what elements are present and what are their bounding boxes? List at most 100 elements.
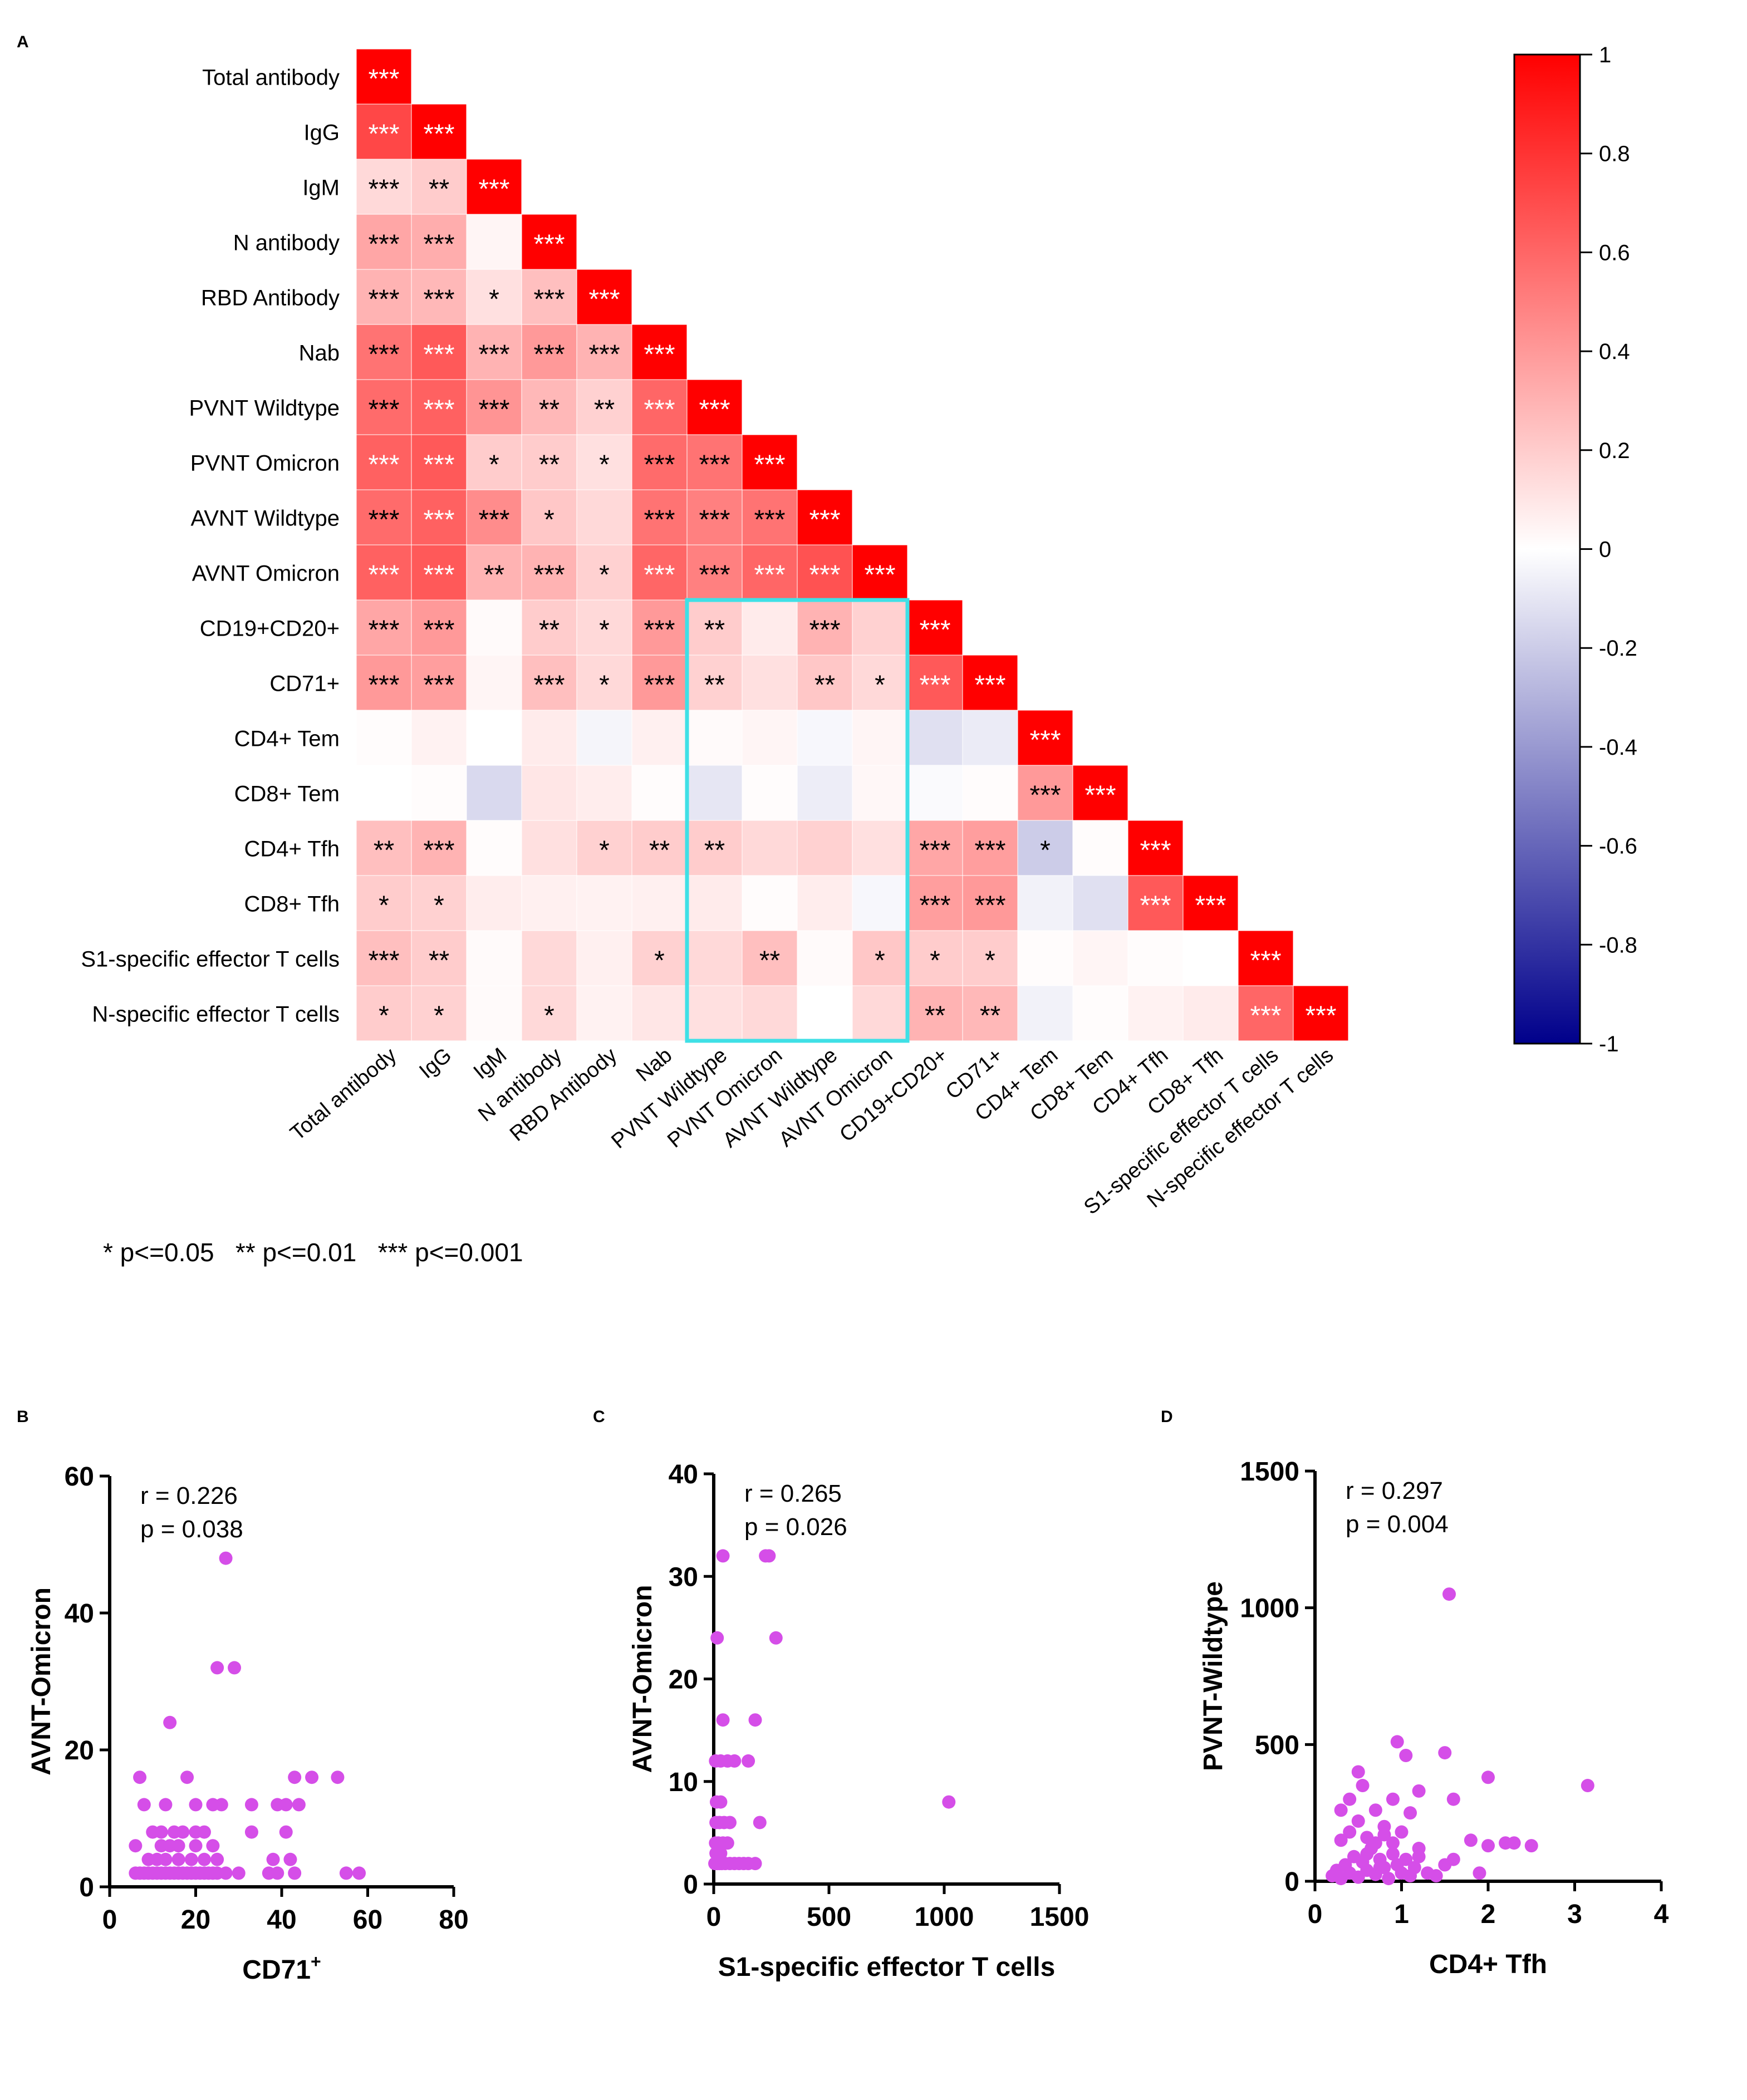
x-tick-label: 1500 <box>1030 1902 1090 1932</box>
heatmap-cell <box>742 599 798 656</box>
heatmap-cell <box>907 765 963 821</box>
scatter-point <box>154 1825 168 1839</box>
scatter-point <box>1407 1861 1421 1875</box>
heatmap-star-label: *** <box>478 505 509 535</box>
heatmap-star-label: * <box>544 505 554 535</box>
heatmap-cell <box>411 655 467 711</box>
scatter-point <box>1481 1771 1495 1784</box>
heatmap-cell <box>521 324 577 380</box>
heatmap-star-label: *** <box>644 505 675 535</box>
heatmap-cell <box>576 269 632 325</box>
x-tick-label: 0 <box>1308 1900 1323 1929</box>
x-axis-label-superscript: + <box>311 1951 321 1971</box>
scatter-point <box>728 1754 742 1768</box>
heatmap-cell <box>521 214 577 270</box>
heatmap-star-label: *** <box>368 450 399 480</box>
y-tick-label: 60 <box>65 1462 94 1492</box>
heatmap-star-label: *** <box>754 450 785 480</box>
y-tick-label: 1500 <box>1240 1457 1299 1487</box>
heatmap-cell <box>411 104 467 160</box>
heatmap-star-label: ** <box>374 836 394 865</box>
heatmap-star-label: *** <box>533 671 565 700</box>
heatmap-cell <box>356 104 412 160</box>
scatter-point <box>1368 1803 1382 1817</box>
heatmap-star-label: *** <box>478 395 509 425</box>
heatmap-cell <box>1017 765 1073 821</box>
heatmap-star-label: *** <box>588 340 620 370</box>
heatmap-row-label-n-specific-effector-t-cells: N-specific effector T cells <box>92 1002 340 1027</box>
heatmap-cell <box>521 379 577 435</box>
heatmap-cell <box>852 930 908 986</box>
heatmap-star-label: *** <box>809 616 840 645</box>
heatmap-star-label: * <box>599 671 610 700</box>
scatter-point <box>244 1825 258 1839</box>
heatmap-star-label: ** <box>814 671 835 700</box>
heatmap-cell <box>411 489 467 545</box>
x-tick-label: 4 <box>1654 1900 1669 1929</box>
heatmap-star-label: *** <box>1250 1001 1281 1031</box>
scatter-point <box>352 1866 366 1880</box>
heatmap-star-label: *** <box>368 120 399 149</box>
scatter-point <box>206 1839 220 1853</box>
heatmap-cell <box>411 434 467 490</box>
heatmap-star-label: *** <box>368 340 399 370</box>
heatmap-cell <box>907 710 963 766</box>
scatter-point <box>244 1798 258 1812</box>
scatter-point <box>1395 1825 1409 1839</box>
heatmap-star-label: *** <box>533 340 565 370</box>
scatter-point <box>1412 1784 1426 1798</box>
scatter-point <box>1446 1852 1460 1866</box>
colorbar-tick-label: 0 <box>1599 538 1611 562</box>
scatter-point <box>279 1798 293 1812</box>
scatter-point <box>748 1857 762 1871</box>
heatmap-cell <box>356 324 412 380</box>
heatmap-cell <box>576 985 632 1041</box>
scatter-point <box>1429 1869 1443 1883</box>
y-tick-label: 40 <box>65 1599 94 1629</box>
scatter-point <box>210 1661 224 1675</box>
heatmap-cell <box>1127 820 1184 876</box>
y-tick-label: 40 <box>669 1460 698 1489</box>
heatmap-cell <box>852 544 908 601</box>
colorbar-tick-label: 0.2 <box>1599 439 1630 463</box>
scatter-point <box>1360 1847 1374 1861</box>
heatmap-star-label: ** <box>594 395 615 425</box>
heatmap-cell <box>852 765 908 821</box>
heatmap-cell <box>686 930 743 986</box>
heatmap-cell <box>797 710 853 766</box>
heatmap-star-label: *** <box>754 505 785 535</box>
scatter-point <box>942 1795 956 1809</box>
heatmap-row-label-rbd-antibody: RBD Antibody <box>201 286 340 311</box>
heatmap-cell <box>631 765 688 821</box>
scatter-point <box>171 1839 185 1853</box>
heatmap-cell <box>686 985 743 1041</box>
heatmap-cell <box>411 269 467 325</box>
x-tick-label: 2 <box>1481 1900 1496 1929</box>
heatmap-star-label: ** <box>484 560 504 590</box>
heatmap-cell <box>631 710 688 766</box>
annotation-p: p = 0.026 <box>744 1513 847 1541</box>
heatmap-cell <box>962 655 1018 711</box>
heatmap-cell <box>797 489 853 545</box>
heatmap-star-label: *** <box>699 450 730 480</box>
y-axis-label: AVNT-Omicron <box>27 1587 56 1776</box>
heatmap-cell <box>466 269 522 325</box>
heatmap-significance-stars: ****** ****** ** ****** *** ****** *** * *** ****… <box>368 65 1336 1031</box>
heatmap-row-label-avnt-omicron: AVNT Omicron <box>192 562 340 586</box>
heatmap-cell <box>521 599 577 656</box>
heatmap-cell <box>797 820 853 876</box>
scatter-point <box>288 1771 302 1784</box>
heatmap-row-label-pvnt-omicron: PVNT Omicron <box>190 451 340 476</box>
significance-legend: * p<=0.05 ** p<=0.01 *** p<=0.001 <box>103 1238 523 1267</box>
heatmap-cell <box>631 544 688 601</box>
heatmap-cell <box>411 710 467 766</box>
heatmap-star-label: *** <box>423 120 454 149</box>
heatmap-star-label: *** <box>644 340 675 370</box>
scatter-point <box>288 1866 302 1880</box>
heatmap-cell <box>356 985 412 1041</box>
heatmap-star-label: ** <box>925 1001 945 1031</box>
heatmap-star-label: *** <box>423 285 454 314</box>
scatter-point <box>714 1846 728 1860</box>
heatmap-cell <box>1072 820 1128 876</box>
heatmap-star-label: ** <box>539 450 560 480</box>
